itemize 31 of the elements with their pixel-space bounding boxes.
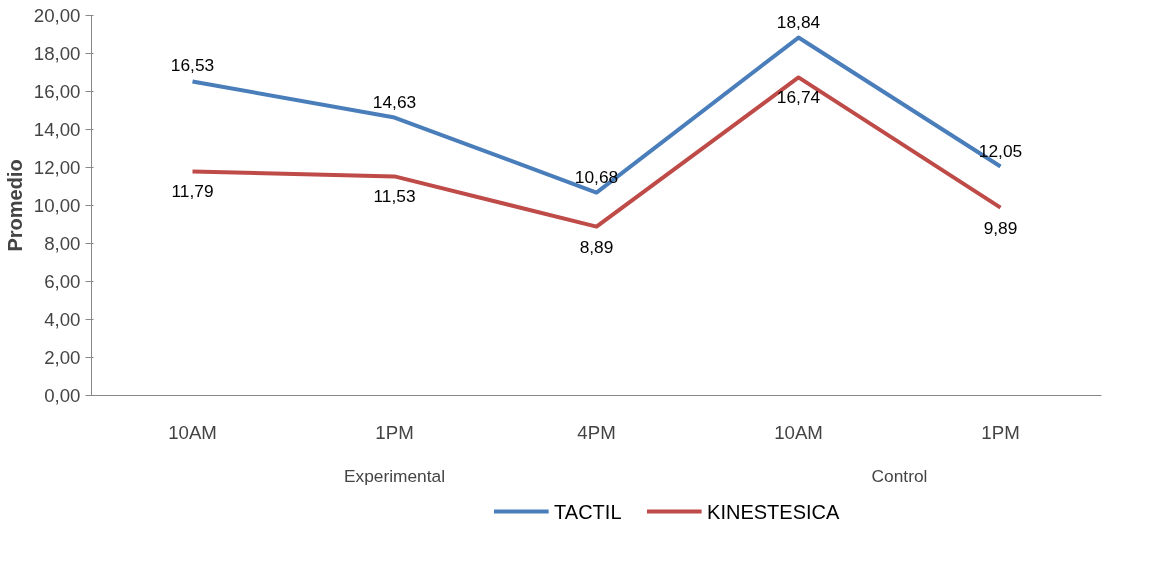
x-tick-label: 4PM (577, 421, 616, 443)
y-tick-label: 10,00 (33, 195, 81, 216)
y-tick-label: 0,00 (44, 385, 81, 406)
y-tick-label: 20,00 (33, 5, 81, 26)
y-tick-label: 6,00 (44, 271, 81, 292)
x-tick-label: 1PM (375, 421, 414, 443)
data-label: 9,89 (983, 217, 1018, 238)
text: Control (871, 465, 928, 486)
y-tick-label: 2,00 (44, 347, 81, 368)
y-tick-label: 4,00 (44, 309, 81, 330)
y-axis-title: Promedio (3, 159, 26, 252)
x-tick-label: 10AM (774, 421, 823, 443)
data-label: 12,05 (978, 140, 1023, 161)
legend-label: TACTIL (554, 500, 622, 523)
data-label: 16,53 (170, 55, 215, 76)
data-label: 14,63 (372, 91, 417, 112)
y-tick-label: 18,00 (33, 43, 81, 64)
data-label: 10,68 (574, 166, 619, 187)
x-tick-label: 10AM (168, 421, 217, 443)
y-tick-label: 8,00 (44, 233, 81, 254)
y-tick-label: 14,00 (33, 119, 81, 140)
data-label: 11,53 (373, 186, 416, 207)
data-label: 8,89 (579, 236, 614, 257)
y-tick-label: 12,00 (33, 157, 81, 178)
data-label: 18,84 (776, 11, 821, 32)
data-label: 11,79 (171, 181, 214, 202)
legend-label: KINESTESICA (707, 500, 840, 523)
data-label: 16,74 (776, 87, 821, 108)
x-tick-label: 1PM (981, 421, 1020, 443)
text: Experimental (343, 465, 446, 486)
y-tick-label: 16,00 (33, 81, 81, 102)
